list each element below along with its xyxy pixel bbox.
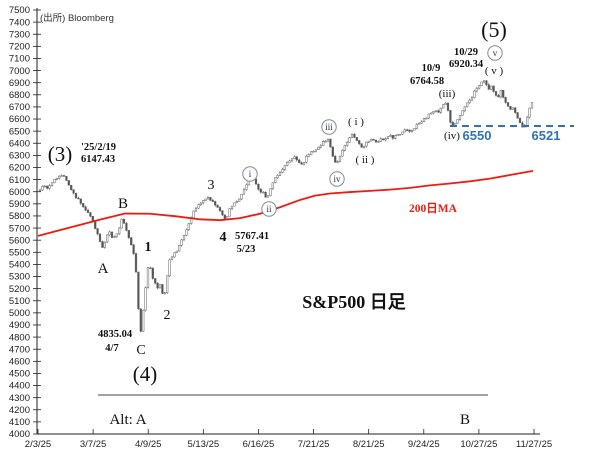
svg-text:i: i (249, 169, 252, 179)
circled-wave-i: i (242, 166, 258, 182)
y-axis-tick-label: 6900 (9, 78, 30, 89)
y-axis-tick-label: 4700 (9, 344, 30, 355)
may-low-date: 5/23 (237, 244, 256, 255)
x-axis-tick-label: 4/9/25 (135, 439, 161, 450)
support-6521-label: 6521 (532, 128, 561, 143)
y-axis-tick-label: 6100 (9, 175, 30, 186)
y-axis-tick-label: 6200 (9, 163, 30, 174)
y-axis-tick-label: 7000 (9, 66, 30, 77)
y-axis-tick-label: 4400 (9, 381, 30, 392)
x-axis-tick-label: 5/13/25 (187, 439, 219, 450)
y-axis-tick-label: 4900 (9, 320, 30, 331)
wave-3-minor-label: 3 (208, 178, 215, 193)
y-axis-tick-label: 4300 (9, 393, 30, 404)
ma-200-line (37, 169, 534, 237)
circled-wave-iv: iv (329, 171, 345, 187)
may-low-price: 5767.41 (235, 231, 269, 242)
y-axis-tick-label: 6400 (9, 138, 30, 149)
y-axis-tick-label: 6700 (9, 102, 30, 113)
y-axis-tick-label: 6500 (9, 126, 30, 137)
y-axis-tick-label: 7300 (9, 29, 30, 40)
x-axis-tick-label: 6/16/25 (243, 439, 275, 450)
svg-text:iv: iv (333, 174, 341, 184)
y-axis-tick-label: 7100 (9, 54, 30, 65)
x-axis-tick-label: 8/21/25 (353, 439, 385, 450)
y-axis-tick-label: 5700 (9, 223, 30, 234)
feb-high-date: '25/2/19 (81, 142, 116, 153)
candlestick-series (38, 79, 534, 333)
y-axis-tick-label: 5400 (9, 260, 30, 271)
wave-5-degree-label: (5) (481, 17, 507, 42)
source-note-label: (出所) Bloomberg (40, 13, 114, 24)
y-axis-tick-label: 4000 (9, 429, 30, 440)
y-axis-tick-label: 6800 (9, 90, 30, 101)
x-axis-tick-label: 10/27/25 (460, 439, 497, 450)
circled-wave-ii: ii (261, 201, 277, 217)
y-axis-tick-label: 4500 (9, 369, 30, 380)
svg-text:v: v (493, 48, 498, 58)
svg-text:iii: iii (325, 122, 333, 132)
apr-low-date: 4/7 (105, 343, 118, 354)
y-axis-tick-label: 7400 (9, 17, 30, 28)
wave-b-label: B (118, 196, 128, 212)
wave-c-label: C (136, 343, 145, 358)
y-axis-tick-label: 4600 (9, 357, 30, 368)
y-axis-tick-label: 4800 (9, 332, 30, 343)
x-axis-tick-label: 9/24/25 (408, 439, 440, 450)
alt-count-b: B (460, 412, 470, 428)
oct29-date: 10/29 (454, 47, 478, 58)
wave-iv-paren: (iv) (444, 130, 460, 142)
wave-1-label: 1 (145, 240, 152, 255)
y-axis-tick-label: 5100 (9, 296, 30, 307)
y-axis-tick-label: 6600 (9, 114, 30, 125)
oct29-price: 6920.34 (449, 59, 484, 70)
wave-4-minor-label: 4 (220, 230, 227, 245)
ma-label: 200日MA (409, 202, 458, 215)
y-axis-tick-label: 5800 (9, 211, 30, 222)
oct9-price: 6764.58 (410, 76, 444, 87)
y-axis-tick-label: 5200 (9, 284, 30, 295)
wave-a-label: A (98, 261, 109, 277)
wave-iii-paren: (iii) (439, 88, 456, 100)
wave-3-degree-label: (3) (48, 142, 73, 166)
y-axis-tick-label: 5600 (9, 235, 30, 246)
x-axis-tick-label: 7/21/25 (298, 439, 330, 450)
circled-wave-iii: iii (321, 119, 337, 135)
alt-count-a: Alt: A (109, 412, 146, 428)
oct9-date: 10/9 (422, 63, 441, 74)
feb-high-price: 6147.43 (81, 154, 115, 165)
x-axis-tick-label: 11/27/25 (516, 439, 552, 450)
wave-4-degree-label: (4) (133, 362, 158, 386)
support-6550-label: 6550 (463, 128, 492, 143)
y-axis-tick-label: 5900 (9, 199, 30, 210)
wave-ii-paren: ( ii ) (356, 154, 375, 166)
svg-text:ii: ii (266, 204, 272, 214)
y-axis-tick-label: 6000 (9, 187, 30, 198)
wave-2-label: 2 (164, 308, 171, 323)
y-axis-tick-label: 6300 (9, 151, 30, 162)
y-axis-tick-label: 4200 (9, 405, 30, 416)
y-axis-tick-label: 7200 (9, 42, 30, 53)
x-axis-tick-label: 2/3/25 (25, 439, 51, 450)
chart-title: S&P500 日足 (302, 292, 406, 312)
circled-wave-v: v (487, 45, 503, 61)
y-axis-tick-label: 5500 (9, 247, 30, 258)
y-axis-tick-label: 5000 (9, 308, 30, 319)
y-axis-tick-label: 4100 (9, 417, 30, 428)
apr-low-price: 4835.04 (98, 329, 133, 340)
x-axis-tick-label: 3/7/25 (80, 439, 106, 450)
wave-i-paren: ( i ) (348, 116, 364, 128)
wave-v-paren: ( v ) (485, 65, 504, 77)
y-axis-tick-label: 7500 (9, 5, 30, 16)
y-axis-tick-label: 5300 (9, 272, 30, 283)
